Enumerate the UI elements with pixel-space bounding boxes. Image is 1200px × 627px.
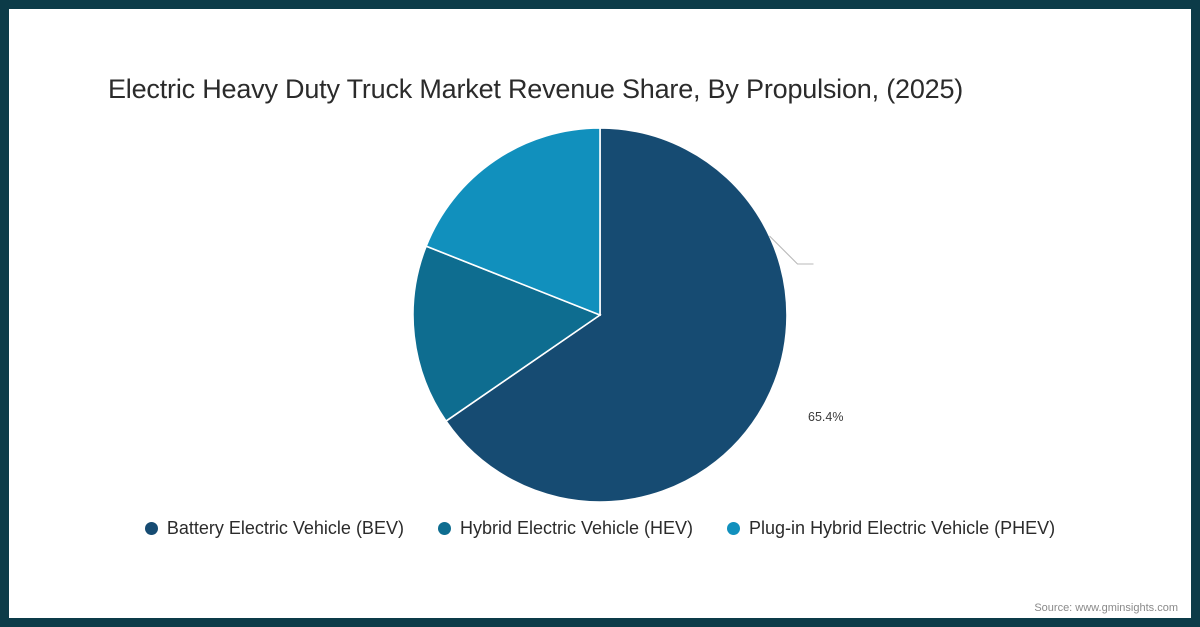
pie-slice-phev[interactable] <box>425 127 601 317</box>
legend-color-dot-icon <box>727 522 741 535</box>
frame-border-left <box>0 0 9 627</box>
pie-chart-area <box>412 127 814 503</box>
legend-item-hev[interactable]: Hybrid Electric Vehicle (HEV) <box>437 518 694 539</box>
page-title: Electric Heavy Duty Truck Market Revenue… <box>108 74 964 104</box>
pie-slices <box>412 127 788 503</box>
frame-border-bottom <box>0 618 1200 627</box>
data-label-leader-line <box>769 235 814 265</box>
chart-legend: Battery Electric Vehicle (BEV) Hybrid El… <box>0 518 1200 539</box>
source-attribution: Source: www.gminsights.com <box>1034 602 1178 614</box>
pie-slice-hev[interactable] <box>412 245 602 423</box>
legend-label-bev: Battery Electric Vehicle (BEV) <box>166 518 404 538</box>
pie-chart-svg <box>412 127 814 503</box>
legend-color-dot-icon <box>144 522 158 535</box>
pie-slice-bev[interactable] <box>444 127 788 503</box>
legend-item-bev[interactable]: Battery Electric Vehicle (BEV) <box>144 518 404 539</box>
legend-item-phev[interactable]: Plug-in Hybrid Electric Vehicle (PHEV) <box>727 518 1055 539</box>
legend-color-dot-icon <box>437 522 451 535</box>
legend-label-hev: Hybrid Electric Vehicle (HEV) <box>459 518 694 538</box>
frame-border-right <box>1191 0 1200 627</box>
legend-label-phev: Plug-in Hybrid Electric Vehicle (PHEV) <box>749 518 1056 538</box>
frame-border-top <box>0 0 1200 9</box>
data-label-bev: 65.4% <box>808 410 844 424</box>
